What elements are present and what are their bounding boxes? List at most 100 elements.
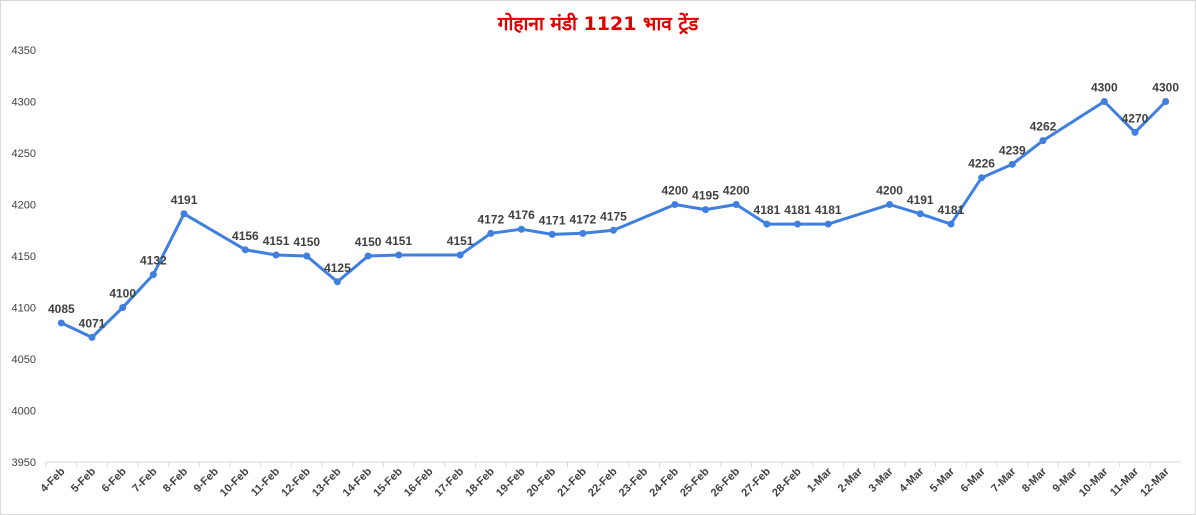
- data-point: [671, 201, 679, 208]
- x-tick-label: 3-Mar: [866, 465, 896, 495]
- data-point: [610, 226, 617, 234]
- data-point: [732, 201, 740, 208]
- x-tick-label: 8-Feb: [161, 465, 190, 494]
- series-line: [60, 100, 1167, 339]
- data-label: 4100: [109, 287, 136, 301]
- x-tick-label: 15-Feb: [371, 465, 405, 499]
- data-point: [333, 278, 341, 286]
- y-tick-label: 3950: [12, 457, 36, 469]
- data-label: 4181: [784, 203, 811, 217]
- data-label: 4191: [907, 193, 934, 207]
- data-label: 4171: [539, 213, 566, 227]
- data-point: [456, 251, 464, 259]
- data-label: 4200: [876, 184, 903, 198]
- data-label: 4181: [815, 203, 842, 217]
- data-label: 4071: [79, 316, 106, 330]
- data-label: 4300: [1091, 81, 1118, 95]
- data-label: 4151: [263, 234, 290, 248]
- data-point: [947, 220, 955, 228]
- data-label: 4176: [508, 208, 535, 222]
- x-tick-label: 17-Feb: [433, 465, 467, 499]
- x-tick-label: 19-Feb: [494, 465, 528, 499]
- data-label: 4151: [385, 234, 412, 248]
- data-label: 4200: [661, 184, 688, 198]
- data-label: 4175: [600, 209, 627, 223]
- x-tick-label: 22-Feb: [586, 465, 620, 499]
- data-point: [487, 229, 495, 237]
- x-tick-label: 14-Feb: [341, 465, 375, 499]
- x-tick-label: 25-Feb: [678, 465, 712, 499]
- data-point: [978, 174, 986, 182]
- data-label: 4181: [754, 203, 781, 217]
- x-tick-label: 23-Feb: [617, 465, 651, 499]
- data-label: 4156: [232, 229, 259, 243]
- data-label: 4172: [477, 212, 504, 226]
- data-label: 4150: [355, 235, 382, 249]
- data-label: 4181: [938, 203, 965, 217]
- x-tick-label: 12-Feb: [279, 465, 313, 499]
- y-tick-label: 4050: [12, 354, 36, 366]
- x-tick-label: 13-Feb: [310, 465, 344, 499]
- data-point: [517, 225, 525, 233]
- x-tick-label: 8-Mar: [1020, 465, 1050, 495]
- x-tick-label: 16-Feb: [402, 465, 436, 499]
- data-point: [824, 220, 832, 228]
- data-label: 4191: [171, 193, 198, 207]
- data-point: [88, 333, 96, 341]
- x-tick-label: 26-Feb: [709, 465, 743, 499]
- x-tick-label: 24-Feb: [647, 465, 681, 499]
- x-tick-label: 20-Feb: [525, 465, 559, 499]
- y-tick-label: 4300: [12, 97, 36, 109]
- x-tick-label: 6-Mar: [958, 465, 988, 495]
- x-tick-label: 11-Feb: [249, 465, 282, 498]
- data-point: [272, 251, 280, 259]
- y-tick-label: 4250: [12, 148, 36, 160]
- data-point: [57, 319, 65, 327]
- data-point: [916, 210, 924, 218]
- x-tick-label: 7-Feb: [130, 465, 159, 494]
- data-label: 4239: [999, 143, 1026, 157]
- data-label: 4300: [1152, 81, 1179, 95]
- data-point: [1039, 137, 1047, 145]
- data-point: [702, 206, 710, 214]
- data-point: [1131, 128, 1139, 136]
- x-tick-label: 10-Mar: [1077, 465, 1111, 499]
- x-tick-label: 28-Feb: [770, 465, 804, 499]
- data-label: 4085: [48, 302, 75, 316]
- data-point: [886, 201, 894, 208]
- data-point: [548, 230, 556, 238]
- x-tick-label: 18-Feb: [463, 465, 497, 499]
- data-point: [1008, 160, 1016, 168]
- data-label: 4151: [447, 234, 474, 248]
- data-point: [579, 229, 587, 237]
- data-point: [119, 304, 127, 311]
- x-tick-label: 10-Feb: [218, 465, 252, 499]
- data-label: 4270: [1122, 111, 1149, 125]
- y-tick-label: 4350: [12, 45, 36, 57]
- chart-title: गोहाना मंडी 1121 भाव ट्रेंड: [497, 13, 699, 35]
- data-point: [794, 220, 802, 228]
- data-label: 4262: [1030, 120, 1057, 134]
- x-tick-label: 1-Mar: [805, 465, 835, 495]
- data-point: [241, 246, 249, 254]
- x-tick-label: 12-Mar: [1138, 465, 1172, 499]
- x-tick-label: 27-Feb: [739, 465, 773, 499]
- x-tick-label: 6-Feb: [100, 465, 129, 494]
- x-tick-label: 4-Mar: [897, 465, 927, 495]
- x-tick-label: 7-Mar: [989, 465, 1019, 495]
- x-tick-label: 11-Mar: [1108, 465, 1142, 499]
- x-tick-label: 5-Mar: [928, 465, 958, 495]
- data-point: [149, 271, 157, 279]
- data-label: 4150: [293, 235, 320, 249]
- data-label: 4132: [140, 254, 167, 268]
- x-tick-label: 4-Feb: [38, 465, 67, 494]
- data-point: [395, 251, 403, 259]
- data-point: [303, 252, 311, 260]
- x-tick-label: 21-Feb: [555, 465, 589, 499]
- x-tick-label: 9-Feb: [192, 465, 221, 494]
- data-point: [180, 210, 188, 218]
- data-point: [1100, 98, 1108, 105]
- x-tick-label: 2-Mar: [836, 465, 866, 495]
- data-point: [763, 220, 771, 228]
